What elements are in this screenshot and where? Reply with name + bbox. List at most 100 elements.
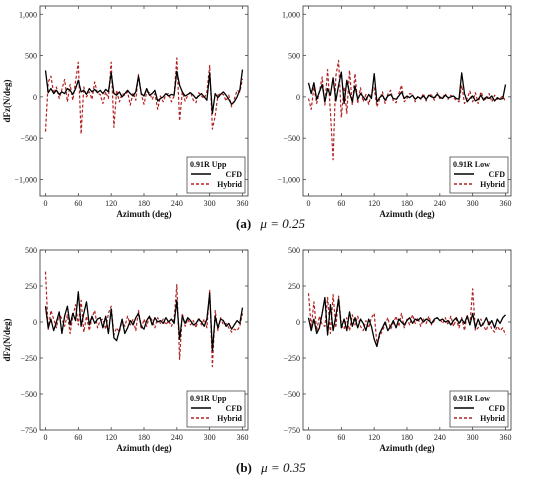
x-axis-label: Azimuth (deg) bbox=[379, 209, 434, 219]
y-tick-label: −250 bbox=[20, 354, 37, 363]
x-tick-label: 60 bbox=[337, 433, 345, 442]
x-tick-label: 240 bbox=[434, 199, 446, 208]
y-tick-label: −750 bbox=[20, 426, 37, 435]
x-tick-label: 0 bbox=[306, 199, 310, 208]
y-tick-label: −500 bbox=[20, 390, 37, 399]
legend-box bbox=[186, 156, 246, 194]
x-tick-label: 180 bbox=[138, 199, 150, 208]
legend-label-hybrid: Hybrid bbox=[480, 414, 505, 423]
x-tick-label: 360 bbox=[237, 199, 249, 208]
legend-title: 0.91R Upp bbox=[190, 160, 227, 169]
y-tick-label: −500 bbox=[283, 390, 300, 399]
caption-a: (a) μ = 0.25 bbox=[236, 216, 305, 231]
y-tick-label: −500 bbox=[20, 134, 37, 143]
series-line-cfd bbox=[307, 71, 507, 105]
series-line-cfd bbox=[307, 296, 506, 348]
y-tick-label: −1,000 bbox=[14, 175, 37, 184]
legend-title: 0.91R Upp bbox=[190, 394, 227, 403]
legend-label-cfd: CFD bbox=[489, 170, 506, 179]
svg-text:(a) μ = 0.25: (a) μ = 0.25 bbox=[236, 216, 305, 231]
caption-a-text: μ = 0.25 bbox=[259, 216, 305, 231]
x-tick-label: 120 bbox=[368, 433, 380, 442]
y-axis-label: dFz(N/deg) bbox=[2, 80, 12, 123]
legend-box bbox=[449, 390, 509, 428]
svg-text:(b) μ = 0.35: (b) μ = 0.35 bbox=[236, 460, 306, 475]
x-tick-label: 180 bbox=[401, 433, 413, 442]
series-group bbox=[44, 271, 244, 368]
x-axis-label: Azimuth (deg) bbox=[116, 443, 171, 453]
y-tick-label: 500 bbox=[288, 52, 300, 61]
series-group bbox=[44, 57, 244, 135]
x-tick-label: 300 bbox=[204, 433, 216, 442]
x-tick-label: 0 bbox=[43, 433, 47, 442]
y-tick-label: 500 bbox=[288, 246, 300, 255]
chart-panel-3: 0 60 120 180 240 300 360 −750 −500 −250 0 250 500 Azi… bbox=[283, 246, 511, 453]
x-tick-label: 360 bbox=[500, 433, 512, 442]
x-tick-label: 240 bbox=[171, 199, 183, 208]
x-tick-label: 60 bbox=[337, 199, 345, 208]
legend-label-hybrid: Hybrid bbox=[217, 180, 242, 189]
x-tick-label: 120 bbox=[105, 199, 117, 208]
y-tick-label: −500 bbox=[283, 134, 300, 143]
series-line-hybrid bbox=[44, 57, 244, 135]
x-tick-label: 180 bbox=[401, 199, 413, 208]
y-tick-label: 0 bbox=[296, 318, 300, 327]
series-line-cfd bbox=[44, 69, 244, 115]
x-tick-label: 240 bbox=[434, 433, 446, 442]
y-tick-label: −250 bbox=[283, 354, 300, 363]
y-tick-label: 250 bbox=[288, 282, 300, 291]
y-tick-label: 500 bbox=[25, 52, 37, 61]
legend-label-cfd: CFD bbox=[489, 404, 506, 413]
series-line-hybrid bbox=[44, 271, 244, 368]
legend-title: 0.91R Low bbox=[453, 160, 490, 169]
x-tick-label: 0 bbox=[306, 433, 310, 442]
x-tick-label: 300 bbox=[467, 199, 479, 208]
legend-label-cfd: CFD bbox=[226, 170, 243, 179]
y-tick-label: −1,000 bbox=[277, 175, 300, 184]
caption-b-letter: (b) bbox=[236, 460, 252, 475]
x-tick-label: 120 bbox=[368, 199, 380, 208]
y-tick-label: 250 bbox=[25, 282, 37, 291]
chart-panel-0: 0 60 120 180 240 300 360 −1,000 −500 0 500 1,000 Azi… bbox=[2, 5, 249, 219]
y-tick-label: 0 bbox=[33, 318, 37, 327]
legend-label-cfd: CFD bbox=[226, 404, 243, 413]
series-line-cfd bbox=[44, 291, 244, 352]
x-tick-label: 120 bbox=[105, 433, 117, 442]
legend-box bbox=[186, 390, 246, 428]
x-axis-label: Azimuth (deg) bbox=[116, 209, 171, 219]
legend-label-hybrid: Hybrid bbox=[480, 180, 505, 189]
y-axis-label: dFz(N/deg) bbox=[2, 319, 12, 362]
series-group bbox=[307, 288, 507, 348]
x-tick-label: 60 bbox=[74, 433, 82, 442]
caption-b: (b) μ = 0.35 bbox=[236, 460, 306, 475]
y-tick-label: 1,000 bbox=[19, 10, 37, 19]
y-tick-label: 1,000 bbox=[282, 10, 300, 19]
series-group bbox=[307, 59, 507, 161]
x-tick-label: 300 bbox=[467, 433, 479, 442]
caption-a-letter: (a) bbox=[236, 216, 251, 231]
caption-b-text: μ = 0.35 bbox=[260, 460, 306, 475]
x-tick-label: 300 bbox=[204, 199, 216, 208]
y-tick-label: −750 bbox=[283, 426, 300, 435]
chart-panel-1: 0 60 120 180 240 300 360 −1,000 −500 0 500 1,000 Azi… bbox=[277, 5, 512, 219]
series-line-hybrid bbox=[307, 59, 507, 161]
x-tick-label: 0 bbox=[43, 199, 47, 208]
chart-panel-2: 0 60 120 180 240 300 360 −750 −500 −250 0 250 500 Azi… bbox=[2, 246, 249, 453]
legend-title: 0.91R Low bbox=[453, 394, 490, 403]
series-line-hybrid bbox=[307, 288, 507, 345]
y-tick-label: 0 bbox=[296, 93, 300, 102]
y-tick-label: 500 bbox=[25, 246, 37, 255]
x-tick-label: 360 bbox=[500, 199, 512, 208]
legend-label-hybrid: Hybrid bbox=[217, 414, 242, 423]
x-tick-label: 240 bbox=[171, 433, 183, 442]
x-axis-label: Azimuth (deg) bbox=[379, 443, 434, 453]
y-tick-label: 0 bbox=[33, 93, 37, 102]
x-tick-label: 60 bbox=[74, 199, 82, 208]
legend-box bbox=[449, 156, 509, 194]
x-tick-label: 180 bbox=[138, 433, 150, 442]
